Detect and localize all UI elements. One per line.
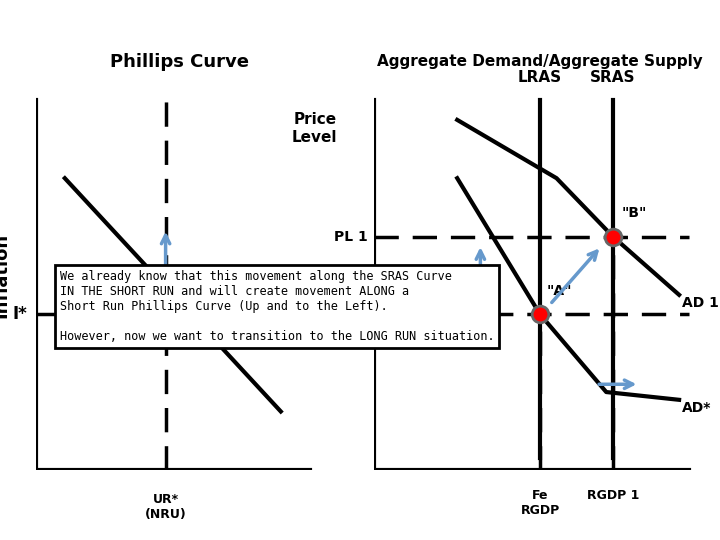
Text: I*: I* [13,305,27,323]
Text: AD*: AD* [683,401,712,415]
Text: Price
Level: Price Level [292,112,338,145]
Text: Inflation: Inflation [0,233,10,318]
Text: LRAS: LRAS [518,70,562,85]
Text: RGDP 1: RGDP 1 [587,489,639,502]
Text: PL*: PL* [341,307,368,321]
Text: We already know that this movement along the SRAS Curve
IN THE SHORT RUN and wil: We already know that this movement along… [60,270,495,343]
Text: SRAS: SRAS [590,70,636,85]
Text: UR*
(NRU): UR* (NRU) [145,493,186,521]
Text: Phillips Curve: Phillips Curve [110,52,250,71]
Text: Fe
RGDP: Fe RGDP [521,489,559,517]
Text: "A": "A" [177,280,202,294]
Text: Aggregate Demand/Aggregate Supply: Aggregate Demand/Aggregate Supply [377,54,703,69]
Text: "B": "B" [621,206,647,220]
Text: PL 1: PL 1 [334,230,368,244]
Text: "A": "A" [546,284,572,298]
Text: AD 1: AD 1 [683,295,719,309]
